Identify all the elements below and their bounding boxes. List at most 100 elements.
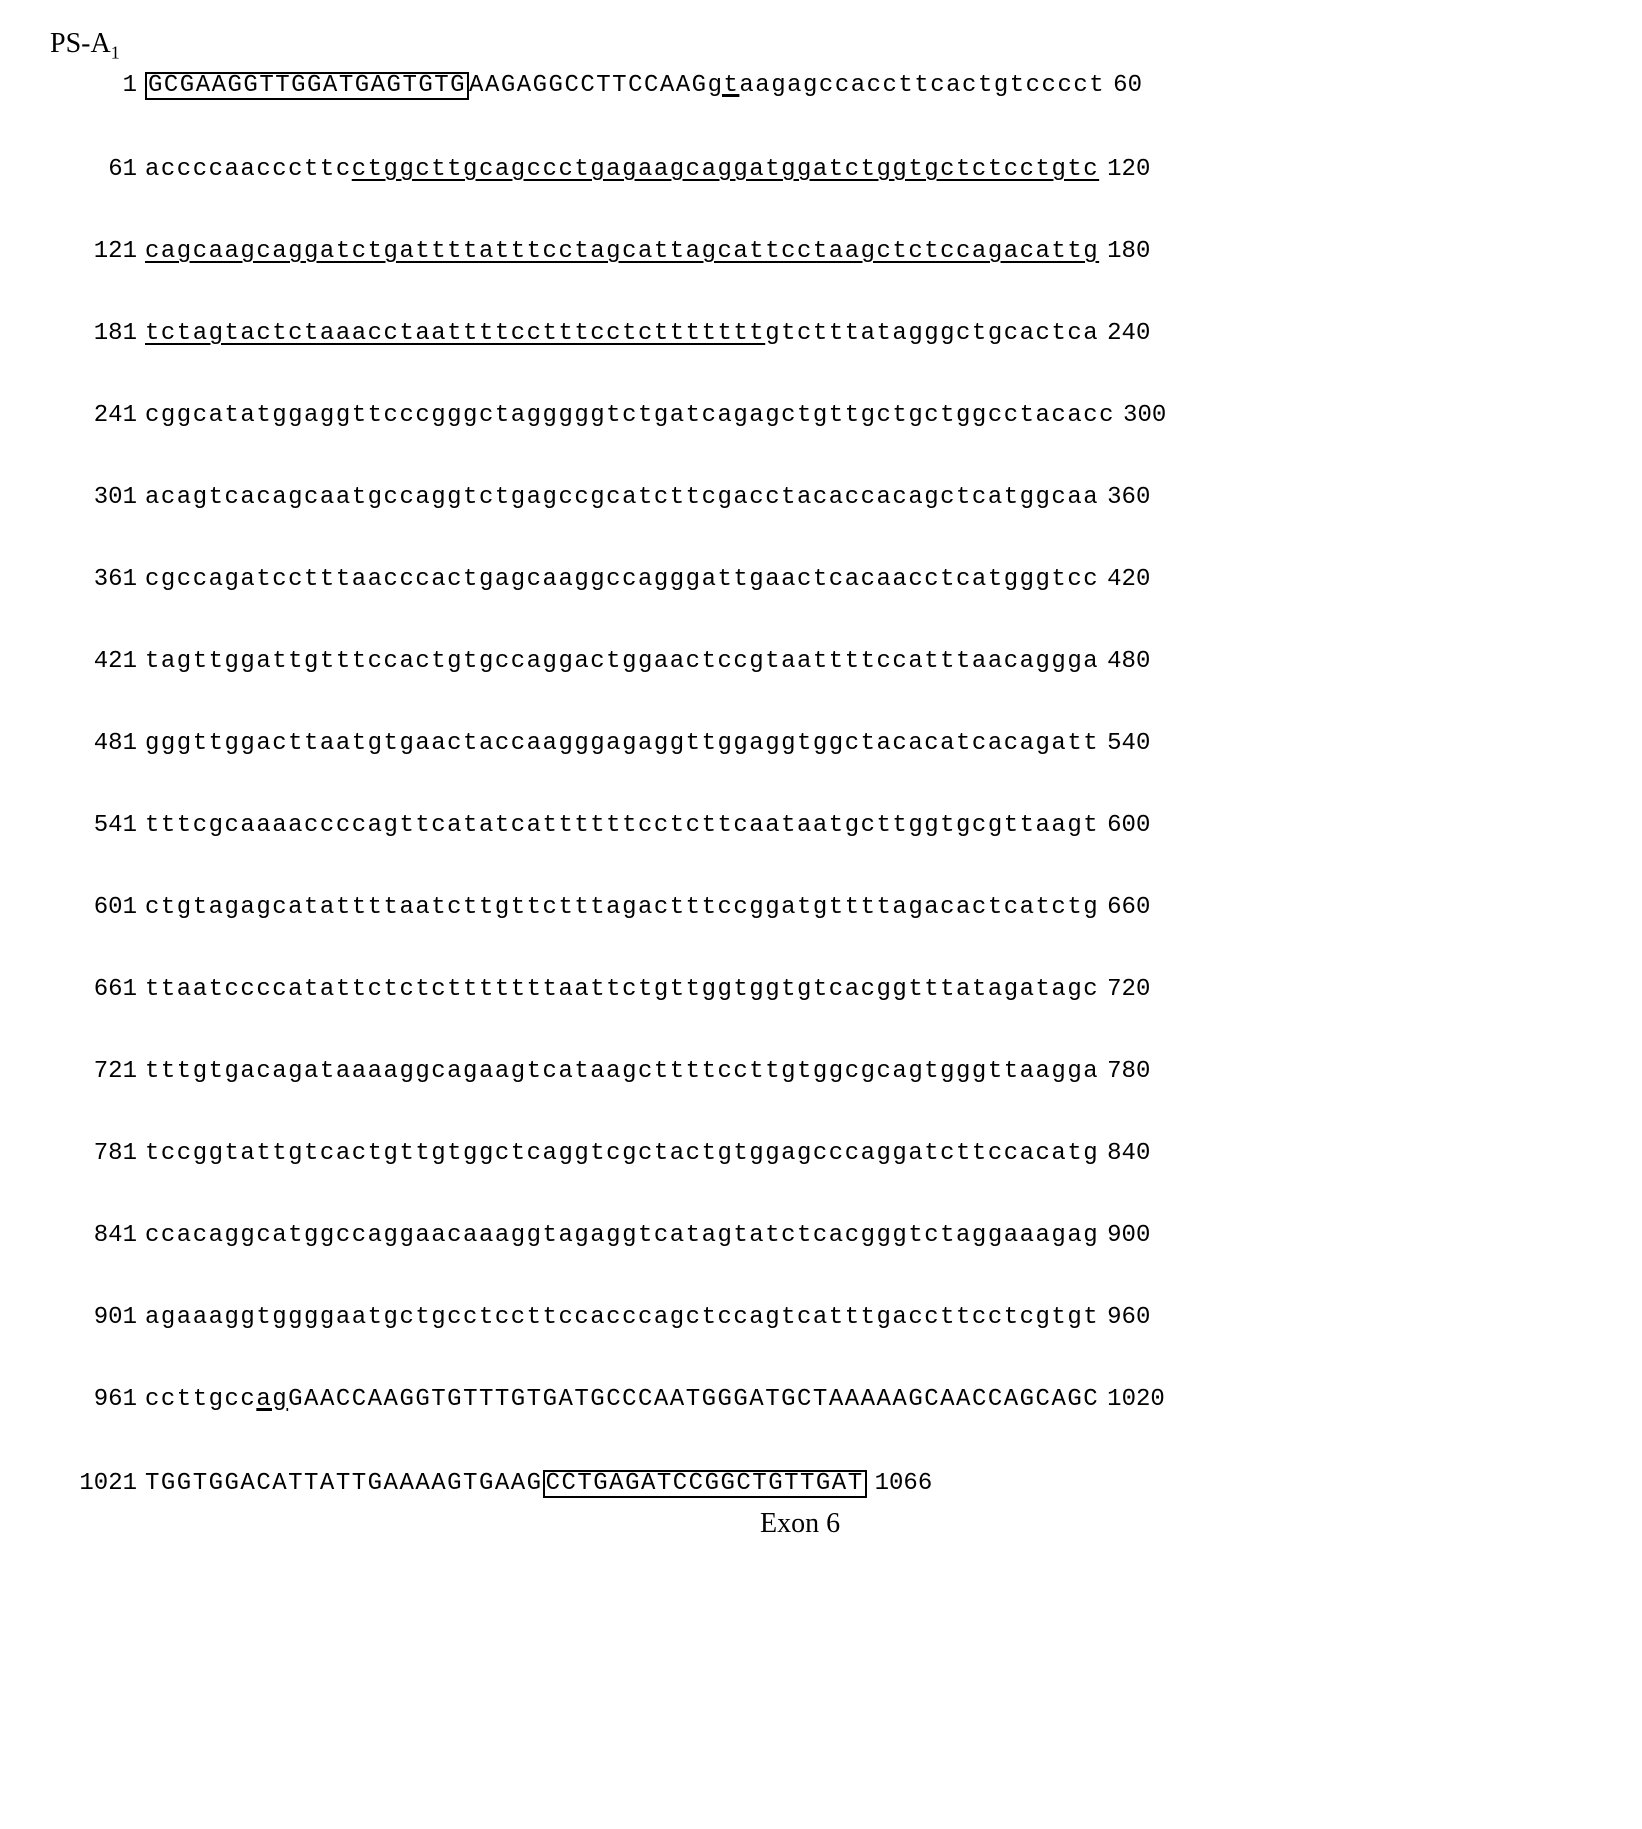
sequence-row: 361cgccagatcctttaacccactgagcaaggccagggat…: [40, 568, 1602, 592]
sequence-segments: tctagtactctaaacctaattttcctttcctctttttttg…: [145, 322, 1099, 346]
position-start: 661: [40, 978, 145, 1002]
position-start: 1: [40, 74, 145, 98]
position-end: 120: [1099, 158, 1150, 182]
position-end: 360: [1099, 486, 1150, 510]
sequence-header: PS-A1: [50, 30, 1602, 62]
sequence-row: 781tccggtattgtcactgttgtggctcaggtcgctactg…: [40, 1142, 1602, 1166]
sequence-row: 961ccttgccagGAACCAAGGTGTTTGTGATGCCCAATGG…: [40, 1388, 1602, 1412]
position-end: 900: [1099, 1224, 1150, 1248]
position-start: 121: [40, 240, 145, 264]
sequence-segments: GCGAAGGTTGGATGAGTGTGAAGAGGCCTTCCAAGgtaag…: [145, 72, 1105, 100]
sequence-segments: tttgtgacagataaaaggcagaagtcataagcttttcctt…: [145, 1060, 1099, 1084]
position-end: 540: [1099, 732, 1150, 756]
position-start: 781: [40, 1142, 145, 1166]
sequence-row: 121cagcaagcaggatctgattttatttcctagcattagc…: [40, 240, 1602, 264]
sequence-row: 601ctgtagagcatattttaatcttgttctttagactttc…: [40, 896, 1602, 920]
header-prefix: PS-A: [50, 28, 111, 59]
position-end: 780: [1099, 1060, 1150, 1084]
sequence-row: 721tttgtgacagataaaaggcagaagtcataagcttttc…: [40, 1060, 1602, 1084]
sequence-segment: tttcgcaaaaccccagttcatatcattttttcctcttcaa…: [145, 814, 1099, 838]
sequence-row: 1021TGGTGGACATTATTGAAAAGTGAAGCCTGAGATCCG…: [40, 1470, 1602, 1498]
position-end: 180: [1099, 240, 1150, 264]
sequence-segments: agaaaggtggggaatgctgcctccttccacccagctccag…: [145, 1306, 1099, 1330]
sequence-segment: cagcaagcaggatctgattttatttcctagcattagcatt…: [145, 240, 1099, 264]
sequence-row: 901agaaaggtggggaatgctgcctccttccacccagctc…: [40, 1306, 1602, 1330]
position-end: 300: [1115, 404, 1166, 428]
sequence-segments: ccacaggcatggccaggaacaaaggtagaggtcatagtat…: [145, 1224, 1099, 1248]
sequence-segment: tccggtattgtcactgttgtggctcaggtcgctactgtgg…: [145, 1142, 1099, 1166]
position-end: 240: [1099, 322, 1150, 346]
position-start: 961: [40, 1388, 145, 1412]
sequence-segments: cagcaagcaggatctgattttatttcctagcattagcatt…: [145, 240, 1099, 264]
sequence-row: 61accccaacccttcctggcttgcagccctgagaagcagg…: [40, 158, 1602, 182]
sequence-segment: tctagtactctaaacctaattttcctttcctcttttttt: [145, 322, 765, 346]
sequence-segment: GAACCAAGGTGTTTGTGATGCCCAATGGGATGCTAAAAAG…: [288, 1388, 1099, 1412]
position-start: 361: [40, 568, 145, 592]
sequence-row: 841ccacaggcatggccaggaacaaaggtagaggtcatag…: [40, 1224, 1602, 1248]
sequence-segment: cggcatatggaggttcccgggctagggggtctgatcagag…: [145, 404, 1115, 428]
sequence-segment: gggttggacttaatgtgaactaccaagggagaggttggag…: [145, 732, 1099, 756]
position-end: 1020: [1099, 1388, 1165, 1412]
position-start: 721: [40, 1060, 145, 1084]
sequence-segment: agaaaggtggggaatgctgcctccttccacccagctccag…: [145, 1306, 1099, 1330]
position-start: 1021: [40, 1472, 145, 1496]
sequence-segment: GCGAAGGTTGGATGAGTGTG: [145, 72, 469, 100]
sequence-segments: ttaatccccatattctctctttttttaattctgttggtgg…: [145, 978, 1099, 1002]
position-start: 901: [40, 1306, 145, 1330]
position-start: 61: [40, 158, 145, 182]
position-start: 421: [40, 650, 145, 674]
position-end: 1066: [867, 1472, 933, 1496]
sequence-segments: cggcatatggaggttcccgggctagggggtctgatcagag…: [145, 404, 1115, 428]
sequence-segment: ttaatccccatattctctctttttttaattctgttggtgg…: [145, 978, 1099, 1002]
sequence-segment: ctgtagagcatattttaatcttgttctttagactttccgg…: [145, 896, 1099, 920]
position-start: 541: [40, 814, 145, 838]
header-subscript: 1: [111, 43, 120, 63]
sequence-segment: tagttggattgtttccactgtgccaggactggaactccgt…: [145, 650, 1099, 674]
sequence-segments: TGGTGGACATTATTGAAAAGTGAAGCCTGAGATCCGGCTG…: [145, 1470, 867, 1498]
position-end: 600: [1099, 814, 1150, 838]
sequence-segment: ctggcttgcagccctgagaagcaggatggatctggtgctc…: [352, 158, 1099, 182]
position-end: 960: [1099, 1306, 1150, 1330]
position-start: 601: [40, 896, 145, 920]
position-start: 301: [40, 486, 145, 510]
sequence-segment: ccttgcc: [145, 1388, 256, 1412]
position-end: 480: [1099, 650, 1150, 674]
sequence-segments: acagtcacagcaatgccaggtctgagccgcatcttcgacc…: [145, 486, 1099, 510]
sequence-segments: accccaacccttcctggcttgcagccctgagaagcaggat…: [145, 158, 1099, 182]
sequence-row: 1GCGAAGGTTGGATGAGTGTGAAGAGGCCTTCCAAGgtaa…: [40, 72, 1602, 100]
sequence-segment: CCTGAGATCCGGCTGTTGAT: [543, 1470, 867, 1498]
position-end: 840: [1099, 1142, 1150, 1166]
sequence-segment: cgccagatcctttaacccactgagcaaggccagggattga…: [145, 568, 1099, 592]
sequence-row: 541tttcgcaaaaccccagttcatatcattttttcctctt…: [40, 814, 1602, 838]
exon-label: Exon 6: [760, 1510, 1602, 1538]
sequence-segment: accccaacccttc: [145, 158, 352, 182]
sequence-segments: tccggtattgtcactgttgtggctcaggtcgctactgtgg…: [145, 1142, 1099, 1166]
sequence-segment: ag: [256, 1388, 288, 1412]
sequence-segments: tttcgcaaaaccccagttcatatcattttttcctcttcaa…: [145, 814, 1099, 838]
position-end: 720: [1099, 978, 1150, 1002]
sequence-segment: ccacaggcatggccaggaacaaaggtagaggtcatagtat…: [145, 1224, 1099, 1248]
position-start: 181: [40, 322, 145, 346]
sequence-row: 421tagttggattgtttccactgtgccaggactggaactc…: [40, 650, 1602, 674]
position-start: 481: [40, 732, 145, 756]
sequence-segments: cgccagatcctttaacccactgagcaaggccagggattga…: [145, 568, 1099, 592]
sequence-segments: tagttggattgtttccactgtgccaggactggaactccgt…: [145, 650, 1099, 674]
sequence-row: 661ttaatccccatattctctctttttttaattctgttgg…: [40, 978, 1602, 1002]
sequence-rows: 1GCGAAGGTTGGATGAGTGTGAAGAGGCCTTCCAAGgtaa…: [40, 72, 1602, 1508]
sequence-segments: ccttgccagGAACCAAGGTGTTTGTGATGCCCAATGGGAT…: [145, 1388, 1099, 1412]
sequence-segment: TGGTGGACATTATTGAAAAGTGAAG: [145, 1472, 543, 1496]
sequence-row: 241cggcatatggaggttcccgggctagggggtctgatca…: [40, 404, 1602, 428]
sequence-row: 181tctagtactctaaacctaattttcctttcctcttttt…: [40, 322, 1602, 346]
position-end: 420: [1099, 568, 1150, 592]
position-start: 841: [40, 1224, 145, 1248]
sequence-row: 481gggttggacttaatgtgaactaccaagggagaggttg…: [40, 732, 1602, 756]
sequence-segment: aagagccaccttcactgtcccct: [739, 74, 1105, 98]
sequence-row: 301acagtcacagcaatgccaggtctgagccgcatcttcg…: [40, 486, 1602, 510]
position-start: 241: [40, 404, 145, 428]
sequence-figure: PS-A1 1GCGAAGGTTGGATGAGTGTGAAGAGGCCTTCCA…: [40, 30, 1602, 1538]
position-end: 60: [1105, 74, 1142, 98]
sequence-segment: tttgtgacagataaaaggcagaagtcataagcttttcctt…: [145, 1060, 1099, 1084]
sequence-segment: acagtcacagcaatgccaggtctgagccgcatcttcgacc…: [145, 486, 1099, 510]
sequence-segment: AAGAGGCCTTCCAAG: [469, 74, 708, 98]
sequence-segment: gtctttatagggctgcactca: [765, 322, 1099, 346]
